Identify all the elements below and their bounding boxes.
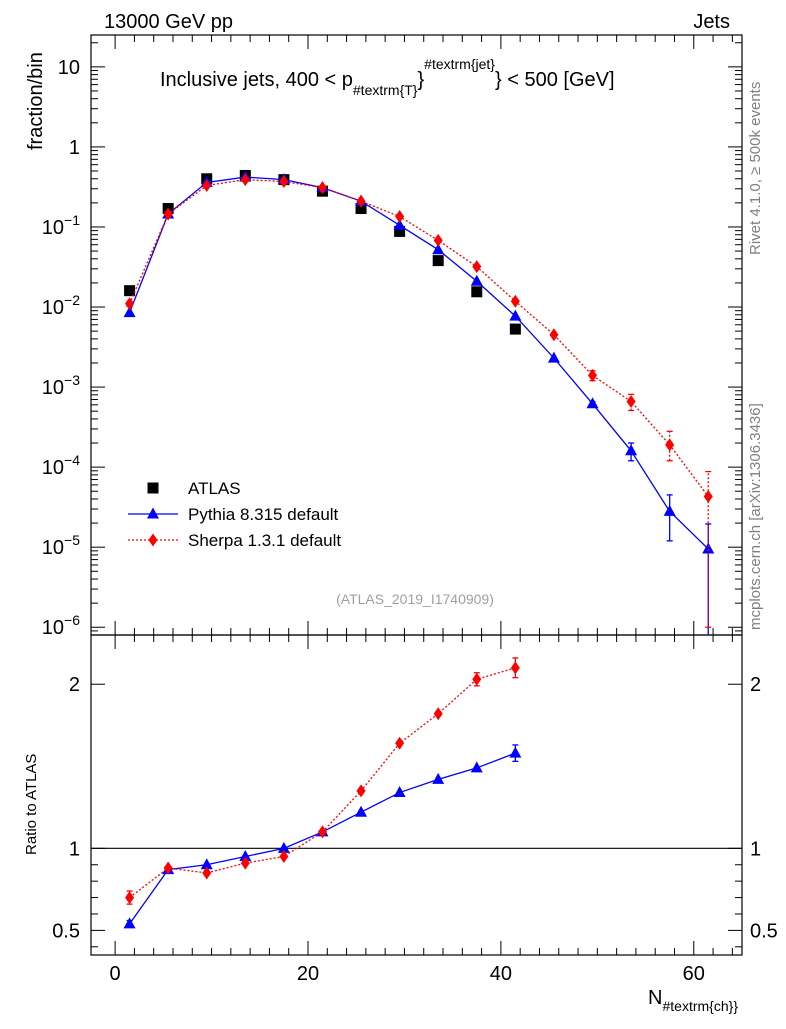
ratio-data-point: [202, 866, 212, 880]
ratio-data-point: [317, 825, 327, 839]
main-axis-ticks: 10−6 10−5 10−4 10−3 10−2 10−1 1 10: [42, 35, 742, 639]
legend-marker: [148, 533, 158, 547]
series-line: [128, 176, 709, 550]
data-point: [355, 203, 367, 215]
main-ylabel: fraction/bin: [25, 52, 47, 150]
ratio-ylabel: Ratio to ATLAS: [23, 754, 40, 855]
ratio-data-point: [200, 858, 213, 870]
x-tick-label: 20: [297, 963, 319, 985]
xlabel: N#textrm{ch}}: [648, 987, 738, 1014]
data-point: [394, 225, 406, 237]
legend-label: Sherpa 1.3.1 default: [188, 531, 341, 550]
ratio-data-point: [509, 746, 522, 758]
data-point: [471, 286, 483, 298]
ratio-y-tick-label-right: 0.5: [750, 920, 778, 942]
ratio-data-point: [356, 784, 366, 798]
ratio-axis-ticks: 0 20 40 60 0.5 0.5 1 1 2 2: [52, 635, 778, 985]
ratio-y-tick-label: 2: [69, 674, 80, 696]
data-point: [317, 181, 327, 195]
ratio-y-tick-label: 1: [69, 838, 80, 860]
data-point: [586, 397, 599, 409]
ratio-data-point: [355, 805, 368, 817]
data-point: [547, 351, 560, 363]
main-title: Inclusive jets, 400 < p#textrm{T}}#textr…: [160, 56, 615, 98]
y-tick-label: 10: [58, 57, 80, 79]
data-point: [163, 207, 173, 221]
ratio-data-point: [279, 850, 289, 864]
main-data-layer: [123, 169, 715, 635]
ratio-data-point: [472, 672, 482, 686]
data-point: [432, 255, 444, 267]
data-point: [703, 489, 713, 503]
header-left: 13000 GeV pp: [104, 11, 233, 33]
ratio-data-point: [393, 786, 406, 798]
y-tick-label: 10−1: [42, 212, 80, 239]
x-tick-label: 40: [490, 963, 512, 985]
ratio-data-point: [123, 917, 136, 929]
legend-marker: [147, 507, 159, 519]
ratio-y-tick-label: 0.5: [52, 920, 80, 942]
ratio-data-point: [277, 841, 290, 853]
mcplots-label: mcplots.cern.ch [arXiv:1306.3436]: [747, 403, 764, 630]
data-point: [472, 260, 482, 274]
data-point: [665, 438, 675, 452]
data-point: [663, 504, 676, 516]
data-point: [240, 173, 250, 187]
ratio-data-point: [395, 736, 405, 750]
ratio-data-point: [432, 772, 445, 784]
series-line: [128, 178, 709, 497]
data-point: [125, 297, 135, 311]
data-point: [510, 294, 520, 308]
analysis-tag: (ATLAS_2019_I1740909): [336, 591, 494, 607]
header-right: Jets: [693, 11, 730, 33]
data-point: [588, 368, 598, 382]
data-point: [123, 306, 136, 318]
ratio-plot-frame: [90, 634, 743, 956]
data-point: [393, 218, 406, 230]
legend-label: ATLAS: [188, 479, 241, 498]
ratio-data-layer: [123, 657, 522, 929]
data-point: [626, 395, 636, 409]
legend: ATLAS Pythia 8.315 default Sherpa 1.3.1 de…: [128, 479, 341, 550]
y-tick-label: 10−3: [42, 372, 80, 399]
ratio-y-tick-label-right: 2: [750, 674, 761, 696]
data-point: [702, 542, 715, 554]
ratio-data-point: [125, 891, 135, 905]
data-point: [509, 323, 521, 335]
x-tick-label: 60: [683, 963, 705, 985]
ratio-data-point: [470, 761, 483, 773]
rivet-label: Rivet 4.1.0, ≥ 500k events: [747, 82, 764, 255]
y-tick-label: 10−4: [42, 452, 80, 479]
ratio-data-point: [240, 856, 250, 870]
y-tick-label: 10−2: [42, 292, 80, 319]
data-point: [202, 178, 212, 192]
ratio-data-point: [239, 850, 252, 862]
y-tick-label: 1: [69, 137, 80, 159]
data-point: [509, 309, 522, 321]
ratio-data-point: [433, 707, 443, 721]
ratio-y-tick-label-right: 1: [750, 838, 761, 860]
ratio-data-point: [510, 661, 520, 675]
y-tick-label: 10−5: [42, 532, 80, 559]
x-tick-label: 0: [110, 963, 121, 985]
data-point: [432, 243, 445, 255]
data-point: [549, 328, 559, 342]
ratio-data-point: [163, 861, 173, 875]
data-point: [356, 194, 366, 208]
y-tick-label: 10−6: [42, 612, 80, 639]
ratio-series-line: [129, 667, 516, 899]
data-point: [433, 233, 443, 247]
data-point: [470, 274, 483, 286]
ratio-series-line: [129, 752, 516, 925]
data-point: [625, 444, 638, 456]
legend-label: Pythia 8.315 default: [188, 505, 339, 524]
data-point: [279, 174, 289, 188]
legend-marker: [147, 482, 159, 494]
data-point: [395, 210, 405, 224]
data-point: [124, 285, 136, 297]
